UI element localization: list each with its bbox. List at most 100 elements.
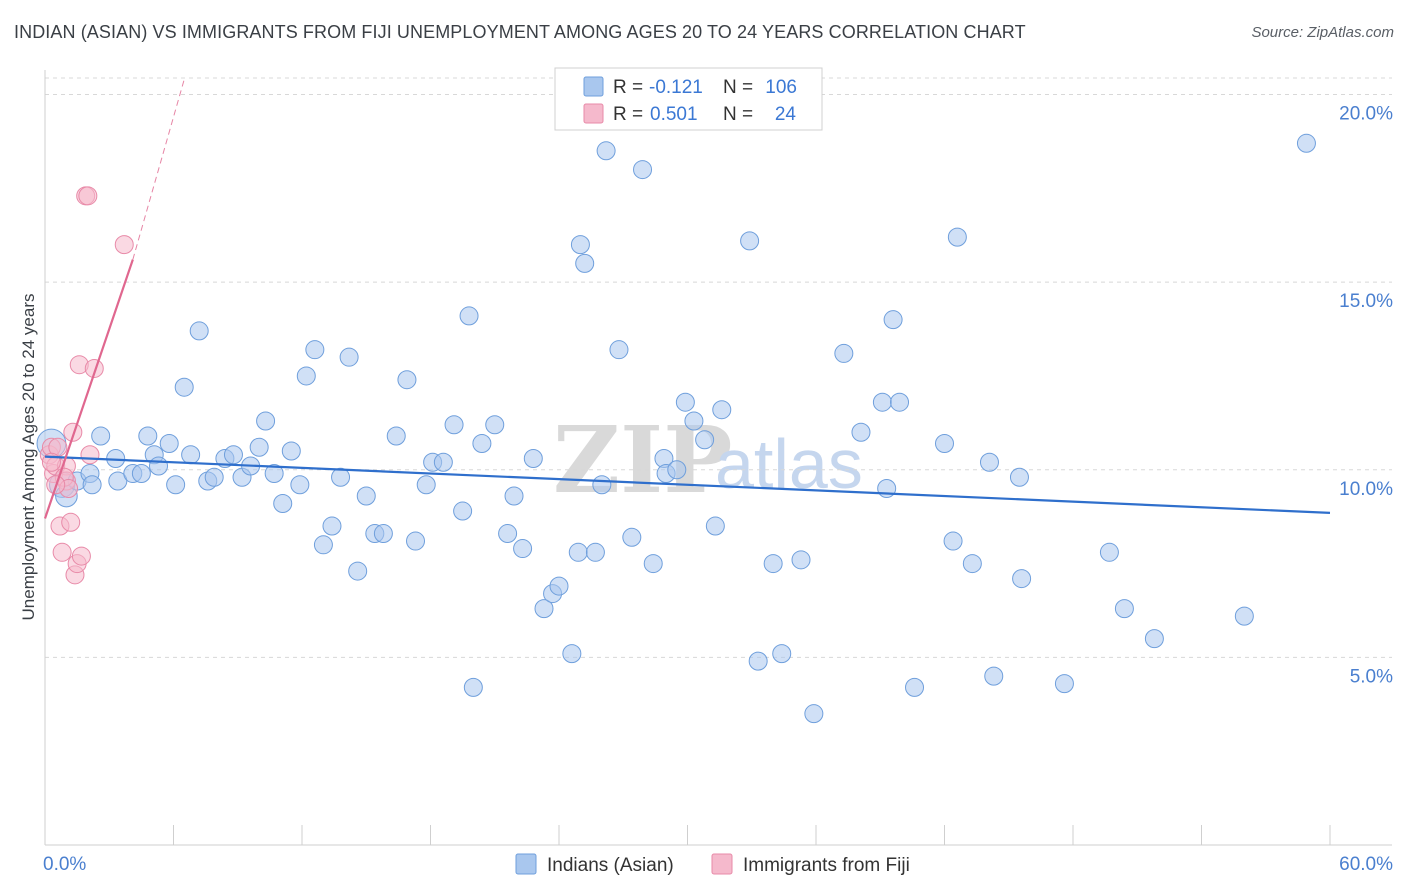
- trend-line-blue: [44, 455, 1331, 515]
- point-blue-66: [643, 554, 663, 574]
- gridlines: [45, 77, 1392, 658]
- point-blue-26: [273, 494, 293, 514]
- point-blue-20: [223, 445, 243, 465]
- legend-item-indians-asian-label: Indians (Asian): [547, 855, 674, 876]
- point-blue-18: [204, 467, 224, 487]
- point-blue-101: [1296, 133, 1316, 153]
- legend-item-indians-asian-swatch: [515, 853, 537, 875]
- point-blue-85: [883, 310, 903, 330]
- trend-lines: [43, 79, 1331, 519]
- y-axis-title: Unemployment Among Ages 20 to 24 years: [19, 294, 38, 621]
- point-blue-51: [504, 486, 524, 506]
- point-blue-57: [562, 644, 582, 664]
- watermark-zip: ZIP: [553, 406, 732, 514]
- point-blue-13: [166, 475, 186, 495]
- point-blue-34: [339, 347, 359, 367]
- point-blue-81: [834, 343, 854, 363]
- legend-n-value-pink: 24: [775, 104, 797, 125]
- point-blue-16: [189, 321, 209, 341]
- point-blue-87: [905, 677, 925, 697]
- point-pink-13: [71, 546, 91, 566]
- point-blue-63: [609, 340, 629, 360]
- point-blue-39: [386, 426, 406, 446]
- legend-swatch-blue: [583, 76, 604, 97]
- point-blue-91: [962, 554, 982, 574]
- legend-r-label-pink: R =: [613, 104, 643, 125]
- point-blue-74: [712, 400, 732, 420]
- y-tick-label-2: 15.0%: [1339, 291, 1393, 312]
- series-legend: Indians (Asian) Immigrants from Fiji: [515, 853, 910, 876]
- point-blue-60: [585, 542, 605, 562]
- point-blue-45: [444, 415, 464, 435]
- point-blue-28: [290, 475, 310, 495]
- point-blue-15: [181, 445, 201, 465]
- point-blue-33: [331, 467, 351, 487]
- point-blue-59: [575, 253, 595, 273]
- point-blue-14: [174, 377, 194, 397]
- legend-swatch-pink: [583, 103, 604, 124]
- legend-r-label-blue: R =: [613, 77, 643, 98]
- point-blue-12: [159, 433, 179, 453]
- point-blue-90: [947, 227, 967, 247]
- point-blue-49: [485, 415, 505, 435]
- point-blue-79: [791, 550, 811, 570]
- point-blue-88: [935, 433, 954, 453]
- point-blue-77: [763, 554, 783, 574]
- x-tick-label-min: 0.0%: [43, 854, 86, 875]
- point-blue-40: [397, 370, 417, 390]
- point-blue-41: [406, 531, 426, 551]
- point-blue-105: [82, 475, 102, 495]
- point-blue-44: [433, 452, 453, 472]
- point-blue-89: [943, 531, 963, 551]
- point-blue-9: [138, 426, 158, 446]
- point-blue-5: [91, 426, 111, 446]
- point-blue-29: [296, 366, 316, 386]
- point-blue-80: [804, 704, 824, 724]
- point-blue-7: [108, 471, 128, 491]
- point-blue-58: [568, 542, 588, 562]
- point-blue-94: [1009, 467, 1029, 487]
- point-blue-64: [622, 527, 642, 547]
- legend-item-immigrants-fiji-label: Immigrants from Fiji: [743, 855, 910, 876]
- point-blue-35: [348, 561, 368, 581]
- correlation-legend: R = -0.121 N = 106 R = 0.501 N = 24: [554, 67, 823, 131]
- point-blue-42: [416, 475, 436, 495]
- point-blue-36: [356, 486, 376, 506]
- y-tick-label-3: 20.0%: [1339, 104, 1393, 125]
- point-blue-72: [695, 430, 715, 450]
- y-tick-label-1: 10.0%: [1339, 479, 1393, 500]
- point-blue-97: [1099, 542, 1119, 562]
- point-blue-47: [459, 306, 479, 326]
- point-blue-102: [463, 677, 483, 697]
- chart-title: INDIAN (ASIAN) VS IMMIGRANTS FROM FIJI U…: [14, 22, 1026, 42]
- y-tick-label-0: 5.0%: [1350, 666, 1393, 687]
- point-blue-96: [1054, 674, 1074, 694]
- point-blue-54: [534, 599, 554, 619]
- legend-n-label-pink: N =: [723, 104, 753, 125]
- trend-line-pink: [43, 259, 134, 519]
- point-pink-19: [114, 235, 134, 255]
- y-tick-labels: 5.0% 10.0% 15.0% 20.0%: [1339, 104, 1393, 688]
- point-blue-78: [772, 644, 792, 664]
- point-blue-83: [872, 392, 892, 412]
- point-blue-52: [513, 539, 533, 559]
- point-pink-16: [78, 186, 98, 206]
- point-blue-53: [523, 449, 543, 468]
- point-blue-30: [305, 340, 325, 360]
- point-blue-24: [256, 411, 276, 431]
- x-tick-label-max: 60.0%: [1339, 854, 1393, 875]
- point-blue-62: [596, 141, 616, 161]
- point-blue-76: [748, 651, 768, 671]
- point-blue-65: [633, 160, 653, 180]
- legend-item-immigrants-fiji-swatch: [711, 853, 733, 875]
- point-blue-99: [1144, 629, 1164, 649]
- point-pink-6: [52, 542, 72, 562]
- point-blue-38: [373, 524, 393, 544]
- x-tick-labels: 0.0% 60.0%: [43, 854, 1393, 875]
- point-blue-70: [675, 392, 695, 412]
- point-blue-48: [472, 433, 492, 453]
- point-blue-103: [570, 235, 590, 255]
- series-indians-asian: [36, 133, 1316, 724]
- point-blue-50: [498, 524, 518, 544]
